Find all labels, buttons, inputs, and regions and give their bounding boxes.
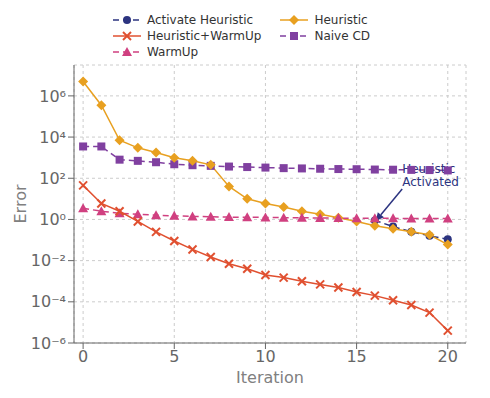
svg-text:20: 20	[438, 347, 458, 366]
svg-text:10: 10	[255, 347, 275, 366]
svg-text:HeuristicActivated: HeuristicActivated	[402, 162, 459, 189]
svg-text:10⁰: 10⁰	[39, 210, 66, 229]
svg-text:10⁻⁶: 10⁻⁶	[31, 334, 66, 353]
svg-text:15: 15	[346, 347, 366, 366]
html-text:WarmUp: WarmUp	[147, 45, 199, 59]
svg-text:10²: 10²	[39, 169, 66, 188]
svg-text:10⁻⁴: 10⁻⁴	[31, 292, 66, 311]
html-text:Heuristic+WarmUp: Heuristic+WarmUp	[147, 29, 262, 43]
html-text:Activate Heuristic: Activate Heuristic	[147, 13, 254, 27]
html-text:Heuristic: Heuristic	[314, 13, 368, 27]
svg-text:10⁴: 10⁴	[39, 128, 66, 147]
svg-text:Error: Error	[11, 184, 30, 223]
svg-text:Iteration: Iteration	[236, 368, 304, 387]
svg-text:10⁶: 10⁶	[39, 87, 66, 106]
svg-text:0: 0	[78, 347, 88, 366]
svg-text:10⁻²: 10⁻²	[31, 251, 66, 270]
svg-text:5: 5	[169, 347, 179, 366]
html-text:Naive CD: Naive CD	[314, 29, 370, 43]
